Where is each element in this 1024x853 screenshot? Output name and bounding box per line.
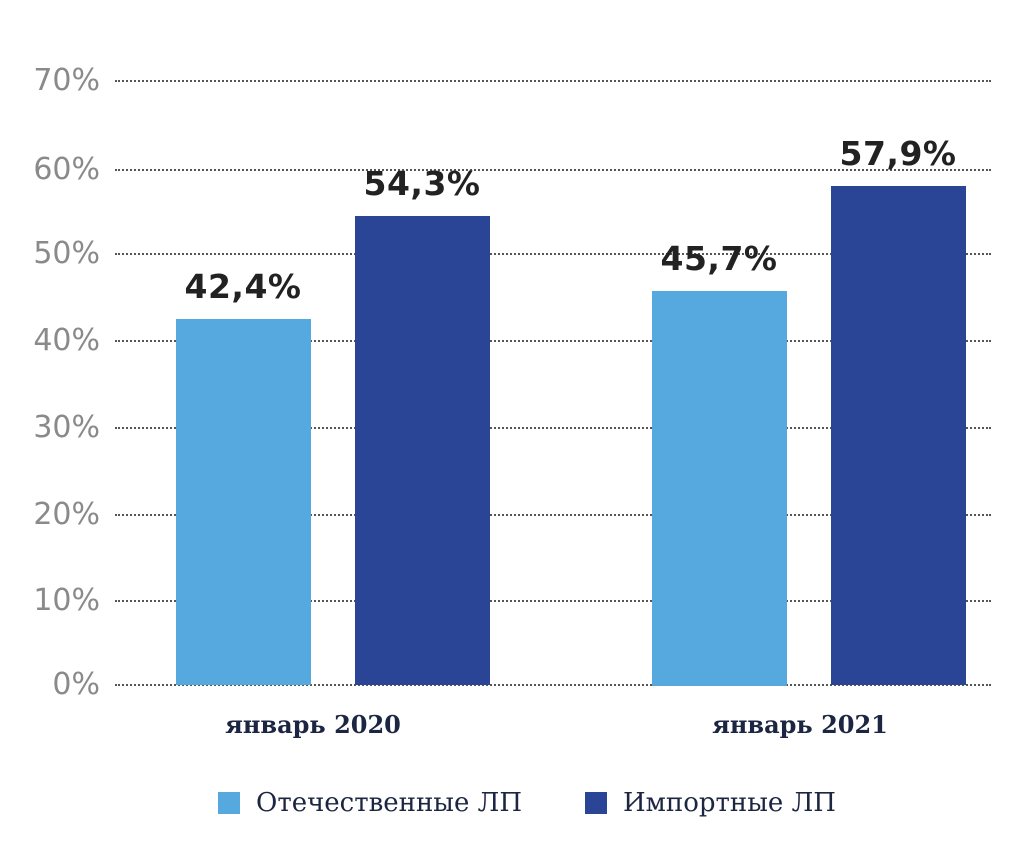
legend-item-domestic: Отечественные ЛП	[218, 786, 522, 820]
legend-item-imported: Импортные ЛП	[585, 786, 836, 820]
gridline-50	[115, 253, 991, 255]
bar-imported-2021	[831, 186, 966, 685]
y-tick-60: 60%	[33, 152, 100, 187]
y-tick-20: 20%	[33, 497, 100, 532]
bar-domestic-2021	[652, 291, 787, 686]
legend-swatch-domestic	[218, 792, 240, 814]
y-tick-70: 70%	[33, 63, 100, 98]
gridline-70	[115, 80, 991, 82]
value-label-imported-2021: 57,9%	[839, 134, 957, 173]
gridline-20	[115, 514, 991, 516]
value-label-domestic-2021: 45,7%	[660, 239, 778, 278]
y-tick-50: 50%	[33, 236, 100, 271]
category-label-2021: январь 2021	[712, 710, 888, 739]
gridline-60	[115, 169, 991, 171]
y-tick-40: 40%	[33, 323, 100, 358]
y-tick-30: 30%	[33, 410, 100, 445]
bar-domestic-2020	[176, 319, 311, 685]
bar-imported-2020	[355, 216, 490, 685]
legend-swatch-imported	[585, 792, 607, 814]
gridline-30	[115, 427, 991, 429]
legend-label-domestic: Отечественные ЛП	[256, 788, 523, 818]
gridline-40	[115, 340, 991, 342]
gridline-0	[115, 684, 991, 686]
gridline-10	[115, 600, 991, 602]
y-tick-0: 0%	[52, 667, 100, 702]
category-label-2020: январь 2020	[225, 710, 401, 739]
value-label-imported-2020: 54,3%	[363, 164, 481, 203]
y-tick-10: 10%	[33, 583, 100, 618]
legend-label-imported: Импортные ЛП	[623, 788, 836, 818]
value-label-domestic-2020: 42,4%	[184, 267, 302, 306]
